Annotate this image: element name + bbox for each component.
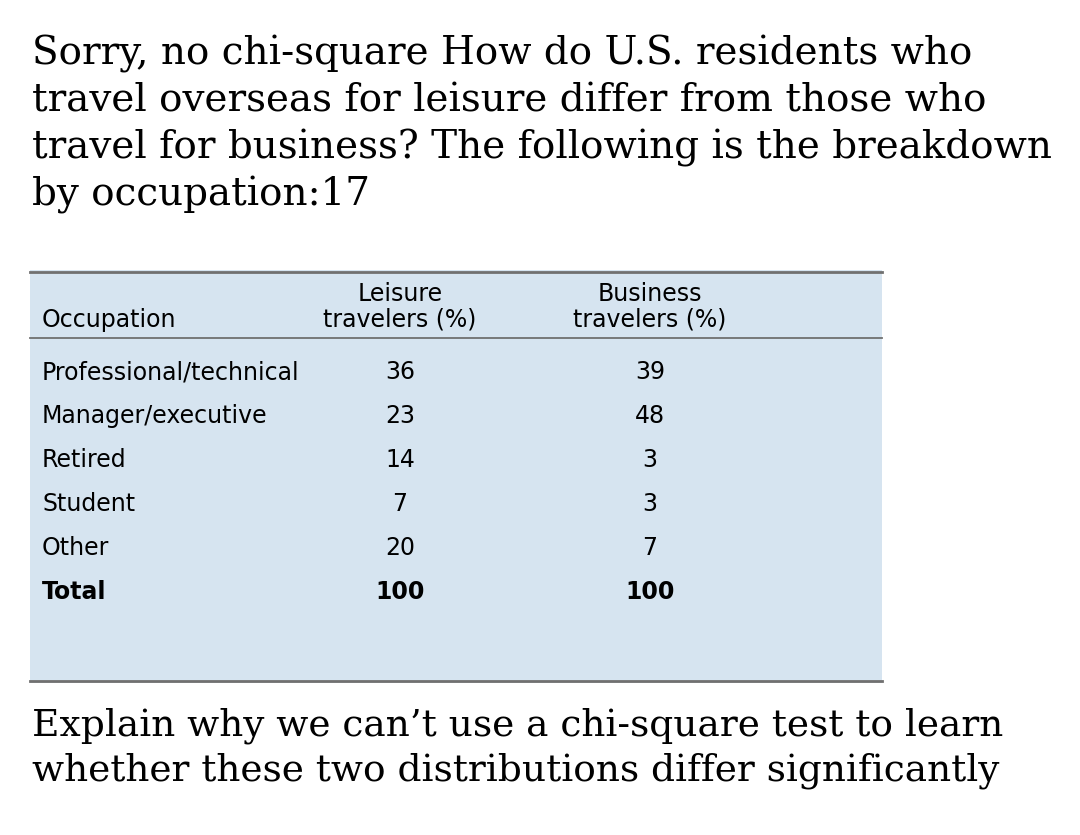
Text: Professional/technical: Professional/technical — [42, 360, 299, 384]
Text: 23: 23 — [384, 404, 415, 428]
Text: 100: 100 — [376, 580, 424, 604]
Text: 100: 100 — [625, 580, 675, 604]
Text: Business: Business — [597, 282, 702, 306]
Text: 7: 7 — [392, 492, 407, 516]
Text: Manager/executive: Manager/executive — [42, 404, 268, 428]
Text: 3: 3 — [643, 492, 658, 516]
Text: Explain why we can’t use a chi-square test to learn
whether these two distributi: Explain why we can’t use a chi-square te… — [32, 707, 1003, 789]
Text: travelers (%): travelers (%) — [573, 308, 727, 332]
Text: Student: Student — [42, 492, 135, 516]
Text: Total: Total — [42, 580, 107, 604]
Bar — [30, 270, 882, 683]
Text: 36: 36 — [384, 360, 415, 384]
Text: 14: 14 — [386, 448, 415, 472]
Text: Sorry, no chi-square How do U.S. residents who
travel overseas for leisure diffe: Sorry, no chi-square How do U.S. residen… — [32, 35, 1052, 214]
Text: 39: 39 — [635, 360, 665, 384]
Text: Other: Other — [42, 536, 109, 560]
Text: 7: 7 — [643, 536, 658, 560]
Text: 48: 48 — [635, 404, 665, 428]
Text: Occupation: Occupation — [42, 308, 176, 332]
Text: travelers (%): travelers (%) — [323, 308, 476, 332]
Text: 3: 3 — [643, 448, 658, 472]
Text: 20: 20 — [384, 536, 415, 560]
Text: Leisure: Leisure — [357, 282, 443, 306]
Text: Retired: Retired — [42, 448, 126, 472]
